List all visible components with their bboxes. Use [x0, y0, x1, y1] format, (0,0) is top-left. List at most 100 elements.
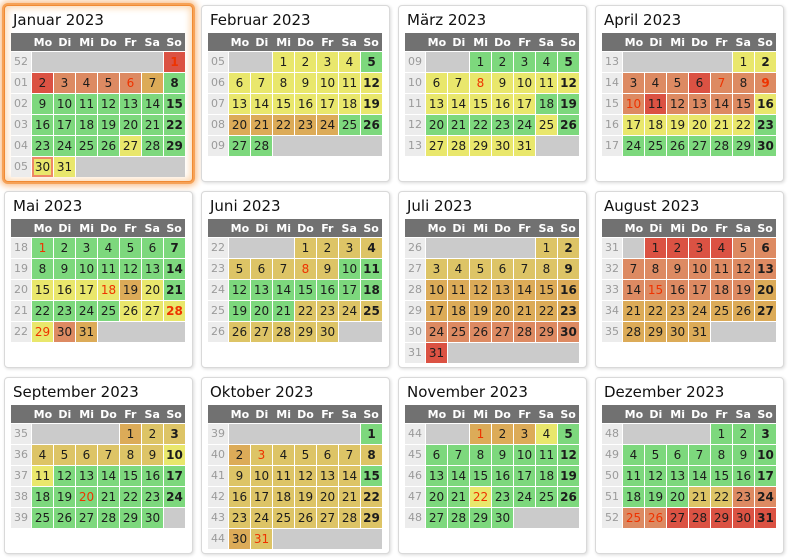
day-cell[interactable]: 1	[32, 238, 53, 258]
day-cell[interactable]: 9	[295, 73, 316, 93]
day-cell[interactable]: 15	[711, 466, 732, 486]
day-cell[interactable]: 10	[54, 94, 75, 114]
day-cell[interactable]: 14	[623, 280, 644, 300]
day-cell[interactable]: 15	[120, 466, 141, 486]
day-cell[interactable]: 12	[733, 259, 754, 279]
day-cell[interactable]: 7	[339, 445, 360, 465]
day-cell[interactable]: 29	[361, 508, 382, 528]
day-cell[interactable]: 10	[76, 259, 97, 279]
day-cell[interactable]: 31	[755, 508, 776, 528]
day-cell[interactable]: 22	[295, 301, 316, 321]
day-cell[interactable]: 18	[645, 115, 666, 135]
day-cell[interactable]: 18	[448, 301, 469, 321]
day-cell[interactable]: 9	[755, 73, 776, 93]
day-cell[interactable]: 10	[755, 445, 776, 465]
day-cell[interactable]: 4	[32, 445, 53, 465]
day-cell[interactable]: 14	[448, 94, 469, 114]
day-cell[interactable]: 14	[448, 466, 469, 486]
day-cell[interactable]: 5	[98, 73, 119, 93]
day-cell[interactable]: 27	[755, 301, 776, 321]
day-cell[interactable]: 10	[514, 445, 535, 465]
day-cell[interactable]: 5	[120, 238, 141, 258]
day-cell[interactable]: 6	[76, 445, 97, 465]
day-cell[interactable]: 15	[32, 280, 53, 300]
day-cell[interactable]: 29	[711, 508, 732, 528]
day-cell[interactable]: 15	[164, 94, 185, 114]
day-cell[interactable]: 6	[689, 73, 710, 93]
day-cell[interactable]: 1	[536, 238, 557, 258]
day-cell[interactable]: 25	[645, 136, 666, 156]
day-cell[interactable]: 19	[361, 94, 382, 114]
day-cell[interactable]: 7	[273, 259, 294, 279]
day-cell[interactable]: 28	[711, 136, 732, 156]
day-cell[interactable]: 21	[514, 301, 535, 321]
day-cell[interactable]: 7	[164, 238, 185, 258]
day-cell[interactable]: 12	[470, 280, 491, 300]
day-cell[interactable]: 9	[142, 445, 163, 465]
day-cell[interactable]: 17	[755, 466, 776, 486]
day-cell[interactable]: 31	[54, 157, 75, 177]
day-cell[interactable]: 25	[448, 322, 469, 342]
day-cell[interactable]: 9	[558, 259, 579, 279]
day-cell[interactable]: 21	[164, 280, 185, 300]
day-cell[interactable]: 8	[536, 259, 557, 279]
day-cell[interactable]: 30	[54, 322, 75, 342]
day-cell[interactable]: 23	[492, 487, 513, 507]
day-cell[interactable]: 25	[623, 508, 644, 528]
day-cell[interactable]: 17	[514, 94, 535, 114]
day-cell[interactable]: 9	[229, 466, 250, 486]
day-cell[interactable]: 31	[76, 322, 97, 342]
day-cell[interactable]: 12	[667, 94, 688, 114]
day-cell[interactable]: 22	[733, 115, 754, 135]
day-cell[interactable]: 26	[558, 115, 579, 135]
day-cell[interactable]: 4	[339, 52, 360, 72]
day-cell[interactable]: 12	[645, 466, 666, 486]
day-cell[interactable]: 12	[558, 73, 579, 93]
day-cell[interactable]: 20	[317, 487, 338, 507]
day-cell[interactable]: 29	[536, 322, 557, 342]
day-cell[interactable]: 2	[295, 52, 316, 72]
day-cell[interactable]: 22	[470, 115, 491, 135]
day-cell[interactable]: 19	[295, 487, 316, 507]
day-cell[interactable]: 4	[536, 52, 557, 72]
day-cell[interactable]: 2	[667, 238, 688, 258]
day-cell[interactable]: 17	[689, 280, 710, 300]
day-cell[interactable]: 9	[32, 94, 53, 114]
day-cell[interactable]: 27	[229, 136, 250, 156]
day-cell[interactable]: 31	[251, 529, 272, 549]
day-cell[interactable]: 3	[317, 52, 338, 72]
day-cell[interactable]: 10	[164, 445, 185, 465]
day-cell[interactable]: 18	[273, 487, 294, 507]
day-cell[interactable]: 18	[623, 487, 644, 507]
day-cell[interactable]: 20	[142, 280, 163, 300]
day-cell[interactable]: 18	[76, 115, 97, 135]
day-cell[interactable]: 23	[667, 301, 688, 321]
day-cell[interactable]: 4	[98, 238, 119, 258]
day-cell[interactable]: 28	[251, 136, 272, 156]
day-cell[interactable]: 10	[426, 280, 447, 300]
day-cell[interactable]: 27	[317, 508, 338, 528]
day-cell[interactable]: 16	[755, 94, 776, 114]
day-cell[interactable]: 2	[32, 73, 53, 93]
day-cell[interactable]: 10	[317, 73, 338, 93]
day-cell[interactable]: 6	[251, 259, 272, 279]
day-cell[interactable]: 13	[317, 466, 338, 486]
day-cell[interactable]: 17	[514, 466, 535, 486]
day-cell[interactable]: 26	[229, 322, 250, 342]
day-cell[interactable]: 28	[339, 508, 360, 528]
day-cell[interactable]: 3	[76, 238, 97, 258]
day-cell[interactable]: 7	[514, 259, 535, 279]
day-cell[interactable]: 23	[54, 301, 75, 321]
day-cell[interactable]: 11	[98, 259, 119, 279]
day-cell[interactable]: 15	[536, 280, 557, 300]
day-cell[interactable]: 13	[492, 280, 513, 300]
day-cell[interactable]: 18	[32, 487, 53, 507]
day-cell[interactable]: 13	[229, 94, 250, 114]
day-cell[interactable]: 29	[120, 508, 141, 528]
day-cell[interactable]: 18	[339, 94, 360, 114]
day-cell[interactable]: 4	[623, 445, 644, 465]
day-cell[interactable]: 11	[32, 466, 53, 486]
day-cell[interactable]: 24	[251, 508, 272, 528]
day-cell[interactable]: 23	[755, 115, 776, 135]
day-cell[interactable]: 27	[426, 136, 447, 156]
